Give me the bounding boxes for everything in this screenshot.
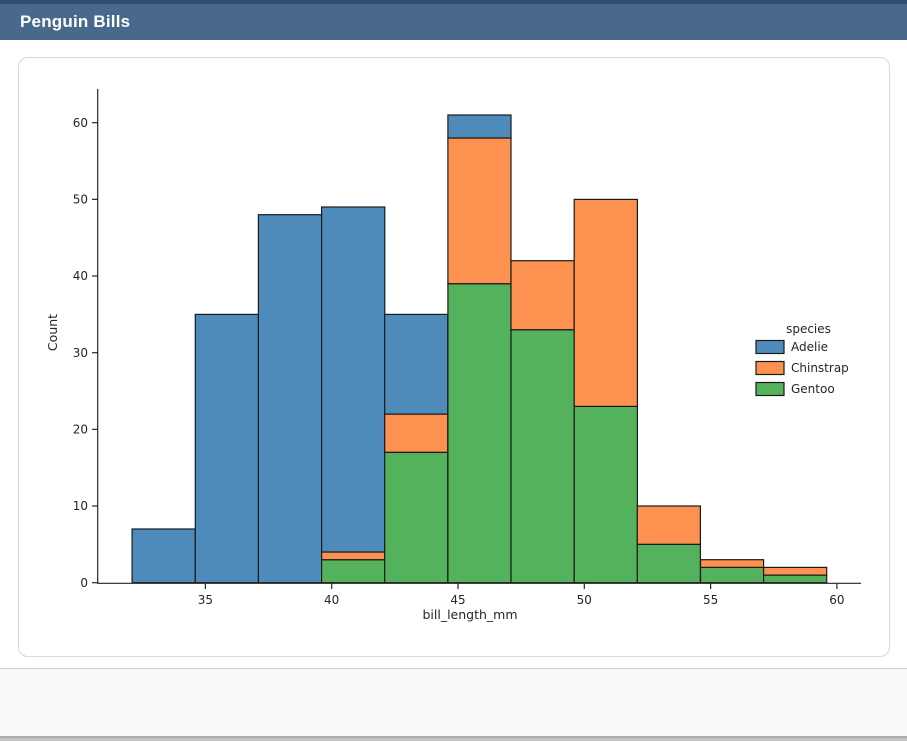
- axes: 35 40 45 50 55 60 0 10 20 30 40 50 60 bill_length_mm C…: [45, 89, 861, 622]
- y-tick-label: 10: [73, 499, 88, 513]
- histogram-bars: [131, 114, 828, 584]
- histogram-bar-adelie: [257, 214, 323, 584]
- title-bar: Penguin Bills: [0, 0, 907, 40]
- x-tick-label: 55: [703, 593, 718, 607]
- y-tick-label: 20: [73, 423, 88, 437]
- page-title: Penguin Bills: [20, 12, 131, 31]
- x-axis-label: bill_length_mm: [422, 607, 517, 622]
- y-tick-label: 0: [80, 576, 88, 590]
- legend-label-chinstrap: Chinstrap: [791, 361, 849, 375]
- y-tick-label: 50: [73, 193, 88, 207]
- histogram-bar-chinstrap: [384, 413, 449, 453]
- histogram-bar-gentoo: [510, 329, 575, 584]
- histogram-bar-gentoo: [447, 283, 512, 584]
- histogram-bar-adelie: [131, 528, 196, 584]
- controls-bar: Variable: bill_length_mm Distribution: h…: [0, 669, 907, 736]
- title-bar-top-strip: [0, 0, 907, 4]
- histogram-bar-chinstrap: [636, 505, 701, 545]
- histogram-bar-adelie: [384, 313, 449, 415]
- histogram-bar-chinstrap: [573, 198, 639, 407]
- histogram-bar-chinstrap: [699, 559, 765, 569]
- histogram-bar-gentoo: [384, 451, 449, 584]
- histogram-bar-adelie: [447, 114, 512, 139]
- legend-label-adelie: Adelie: [791, 340, 828, 354]
- window-bottom-shadow: [0, 738, 907, 741]
- histogram-bar-gentoo: [636, 543, 701, 584]
- window-bottom-edge: [0, 736, 907, 738]
- chart-card: 35 40 45 50 55 60 0 10 20 30 40 50 60 bill_length_mm C…: [18, 57, 890, 657]
- x-tick-label: 40: [324, 593, 339, 607]
- legend-swatch-chinstrap: [755, 360, 785, 376]
- x-tick-label: 45: [450, 593, 465, 607]
- histogram-bar-adelie: [321, 206, 386, 553]
- legend-label-gentoo: Gentoo: [791, 382, 835, 396]
- legend-swatch-gentoo: [755, 381, 785, 397]
- histogram-bar-chinstrap: [510, 260, 575, 331]
- y-tick-label: 40: [73, 269, 88, 283]
- controls-separator: [0, 668, 907, 669]
- legend: species Adelie Chinstrap Gentoo: [755, 322, 849, 397]
- histogram-bar-chinstrap: [447, 137, 512, 285]
- x-tick-label: 60: [829, 593, 844, 607]
- histogram-bar-gentoo: [573, 405, 639, 584]
- y-tick-label: 60: [73, 116, 88, 130]
- histogram-bar-adelie: [194, 313, 260, 584]
- histogram-bar-chinstrap: [321, 551, 386, 561]
- x-tick-label: 50: [577, 593, 592, 607]
- histogram-bar-gentoo: [321, 559, 386, 584]
- x-tick-label: 35: [198, 593, 213, 607]
- histogram-bar-gentoo: [699, 566, 765, 584]
- y-tick-label: 30: [73, 346, 88, 360]
- histogram-bar-chinstrap: [762, 566, 828, 576]
- legend-title: species: [786, 322, 831, 336]
- legend-swatch-adelie: [755, 339, 785, 355]
- histogram-bar-gentoo: [762, 574, 828, 584]
- y-axis-label: Count: [45, 314, 60, 351]
- histogram-chart: 35 40 45 50 55 60 0 10 20 30 40 50 60 bill_length_mm C…: [45, 89, 861, 622]
